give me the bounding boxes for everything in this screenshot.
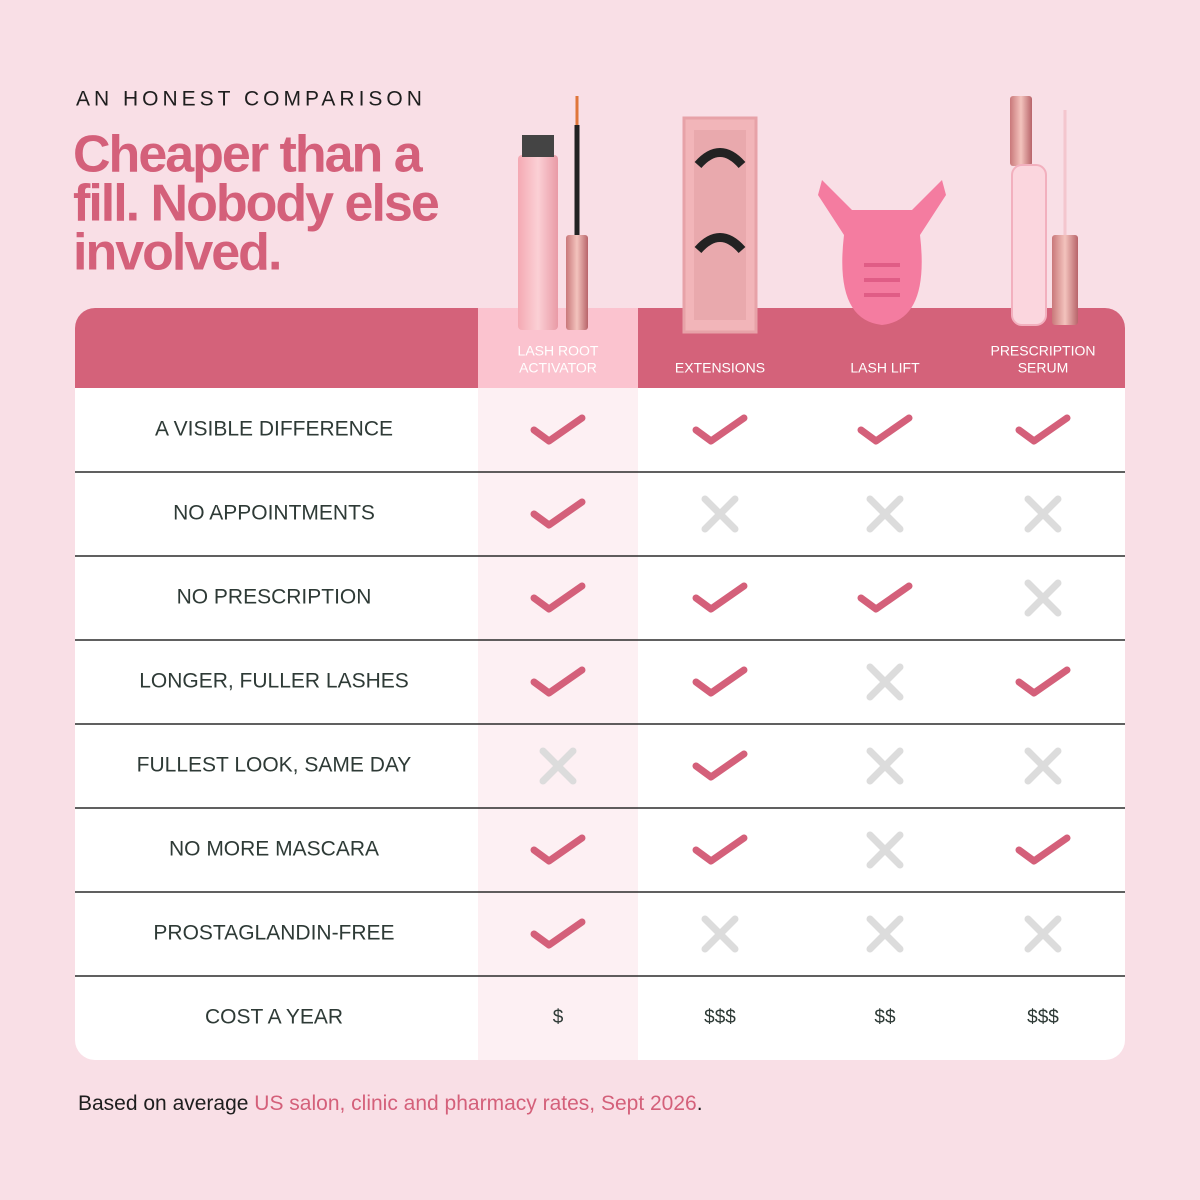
footnote-text: Based on average [78, 1092, 254, 1115]
check-icon [692, 414, 748, 445]
check-icon [1015, 834, 1071, 865]
column-header: SERUM [1018, 360, 1069, 376]
cross-icon [701, 915, 739, 953]
column-header: PRESCRIPTION [990, 343, 1095, 359]
eyebrow: AN HONEST COMPARISON [76, 88, 426, 111]
product-serum [1010, 96, 1078, 326]
check-icon [1015, 666, 1071, 697]
cost-label: $$$ [1027, 1007, 1059, 1028]
check-icon [530, 414, 586, 445]
footnote: Based on average US salon, clinic and ph… [78, 1092, 703, 1115]
check-icon [692, 666, 748, 697]
cross-icon [539, 747, 577, 785]
column-header: LASH ROOT [518, 343, 599, 359]
column-header: ACTIVATOR [519, 360, 597, 376]
cost-label: $$$ [704, 1007, 736, 1028]
cross-icon [866, 831, 904, 869]
cross-icon [1024, 747, 1062, 785]
cost-label: $$ [874, 1007, 896, 1028]
cross-icon [1024, 915, 1062, 953]
product-lash-lift [818, 180, 946, 325]
cross-icon [701, 495, 739, 533]
column-header: LASH LIFT [850, 360, 920, 376]
check-icon [530, 918, 586, 949]
cross-icon [866, 915, 904, 953]
check-icon [530, 666, 586, 697]
footnote-text: . [697, 1092, 703, 1115]
row-label: FULLEST LOOK, SAME DAY [137, 754, 412, 777]
cross-icon [1024, 495, 1062, 533]
row-label: COST A YEAR [205, 1006, 343, 1029]
title-line: fill. Nobody else [73, 175, 439, 233]
cross-icon [866, 663, 904, 701]
check-icon [530, 834, 586, 865]
title-line: involved. [73, 224, 280, 282]
product-extensions [682, 116, 758, 334]
cross-icon [1024, 579, 1062, 617]
check-icon [530, 498, 586, 529]
row-label: A VISIBLE DIFFERENCE [155, 418, 393, 441]
product-activator [518, 96, 588, 330]
check-icon [692, 750, 748, 781]
check-icon [857, 582, 913, 613]
title-line: Cheaper than a [73, 126, 424, 184]
check-icon [857, 414, 913, 445]
check-icon [692, 834, 748, 865]
cost-label: $ [553, 1007, 564, 1028]
row-label: NO MORE MASCARA [169, 838, 379, 861]
cross-icon [866, 747, 904, 785]
column-header: EXTENSIONS [675, 360, 765, 376]
row-label: NO PRESCRIPTION [177, 586, 372, 609]
row-label: PROSTAGLANDIN-FREE [153, 922, 394, 945]
check-icon [692, 582, 748, 613]
check-icon [1015, 414, 1071, 445]
cross-icon [866, 495, 904, 533]
row-label: LONGER, FULLER LASHES [139, 670, 409, 693]
footnote-highlight: US salon, clinic and pharmacy rates, Sep… [254, 1092, 696, 1115]
row-label: NO APPOINTMENTS [173, 502, 375, 525]
check-icon [530, 582, 586, 613]
